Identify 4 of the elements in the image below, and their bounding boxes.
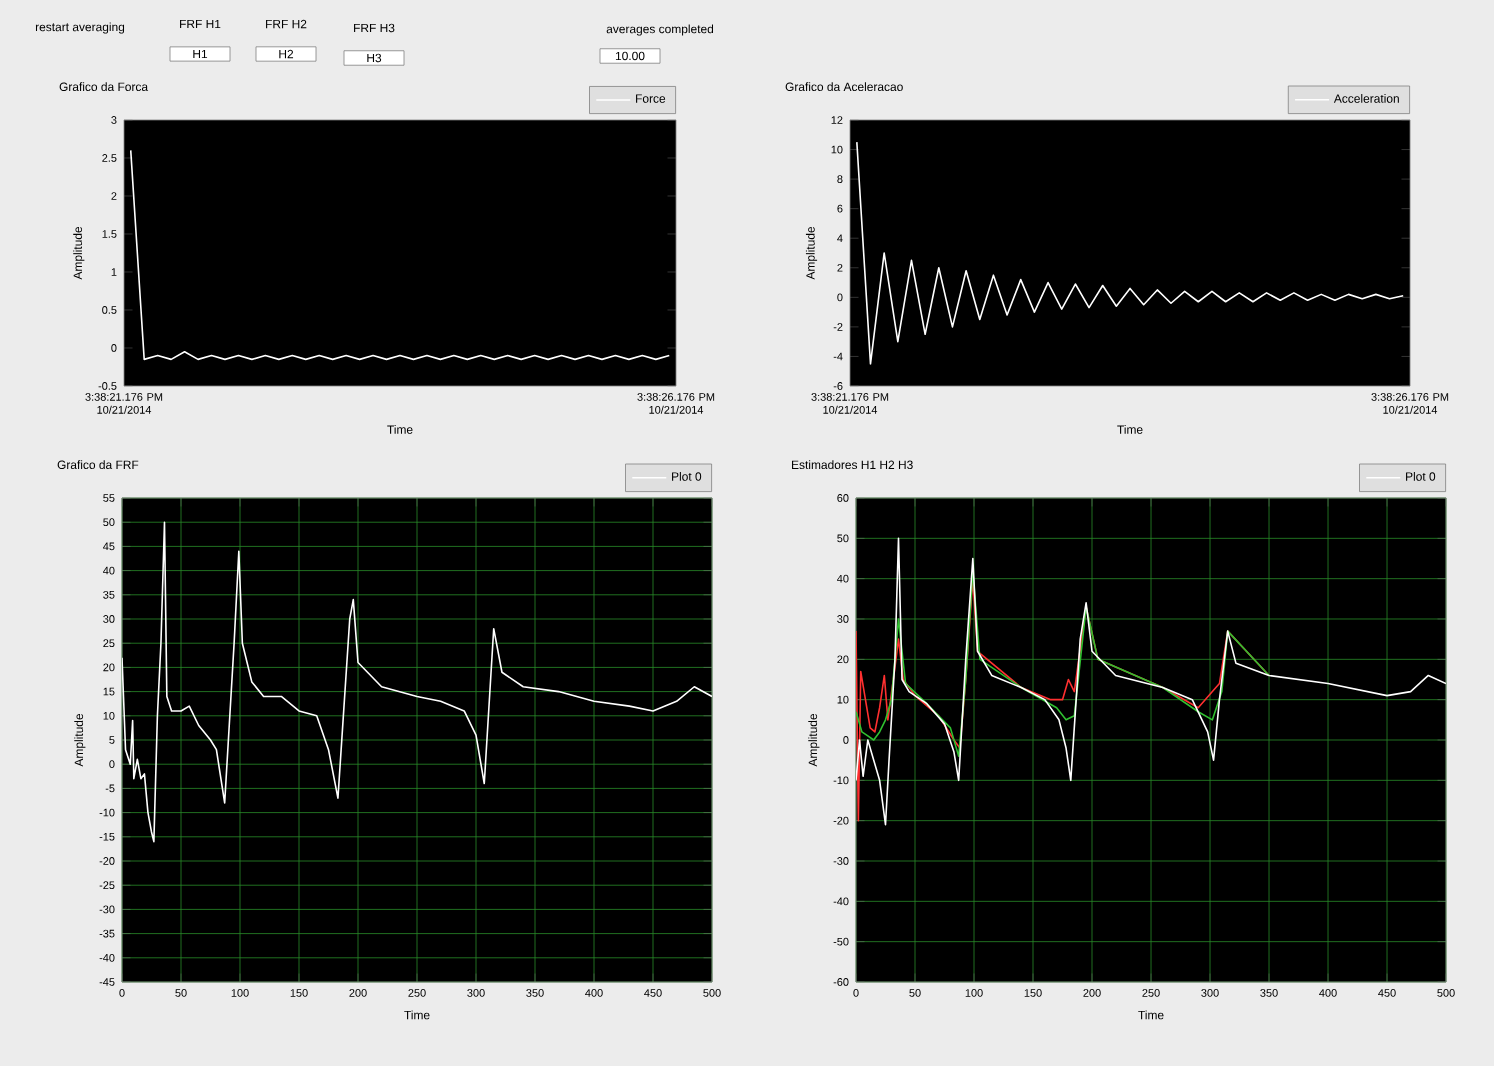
line-series (856, 569, 1270, 757)
line-series (856, 141, 1404, 365)
line-series (122, 521, 713, 843)
line-series (129, 149, 671, 361)
